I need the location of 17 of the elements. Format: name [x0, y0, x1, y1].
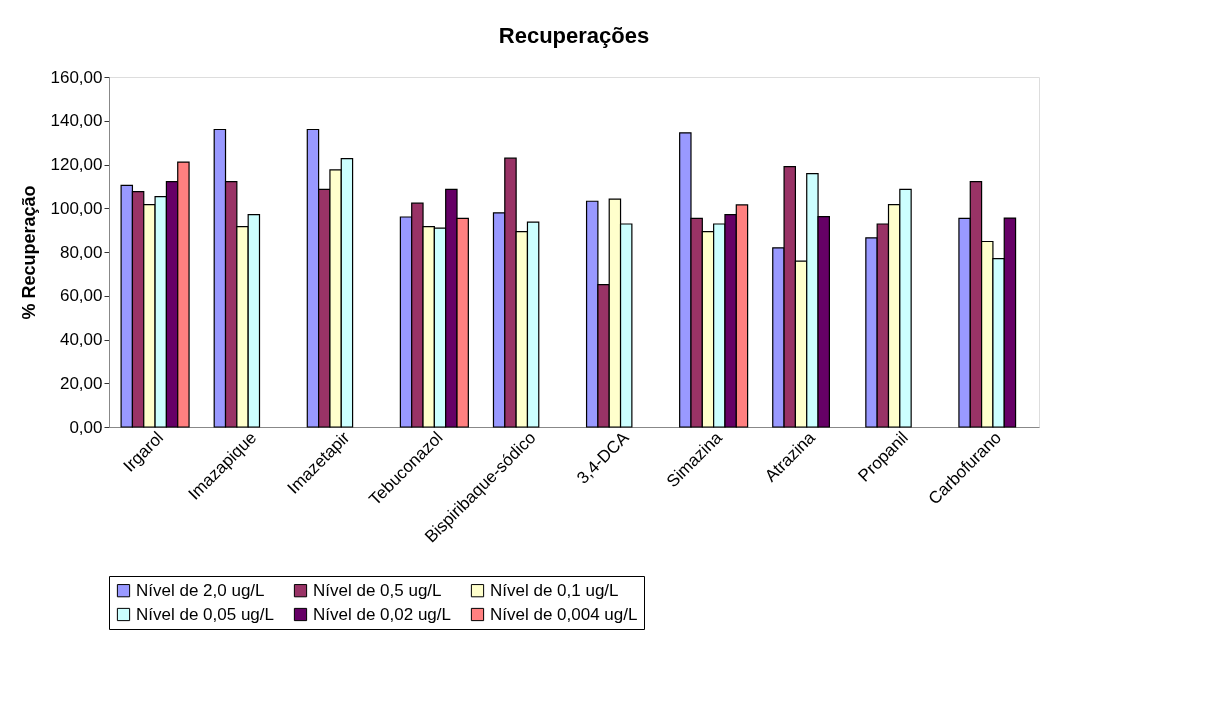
y-axis-title: % Recuperação — [18, 185, 39, 320]
y-tick-label: 80,00 — [59, 242, 103, 262]
legend-label: Nível de 2,0 ug/L — [136, 580, 265, 600]
y-tick-label: 120,00 — [50, 155, 103, 174]
y-tick-label: 100,00 — [50, 198, 103, 218]
legend-label: Nível de 0,1 ug/L — [490, 580, 619, 600]
y-tick-label: 0,00 — [69, 417, 103, 437]
chart-title: Recuperações — [498, 23, 650, 48]
y-tick-label: 20,00 — [59, 373, 103, 393]
legend-label: Nível de 0,004 ug/L — [490, 604, 638, 624]
legend-label: Nível de 0,5 ug/L — [313, 580, 442, 600]
y-tick-label: 40,00 — [59, 330, 103, 349]
legend-label: Nível de 0,05 ug/L — [136, 604, 274, 624]
y-tick-label: 140,00 — [50, 111, 103, 131]
y-tick-label: 160,00 — [50, 67, 103, 87]
legend-label: Nível de 0,02 ug/L — [313, 604, 451, 624]
y-tick-label: 60,00 — [59, 286, 103, 306]
